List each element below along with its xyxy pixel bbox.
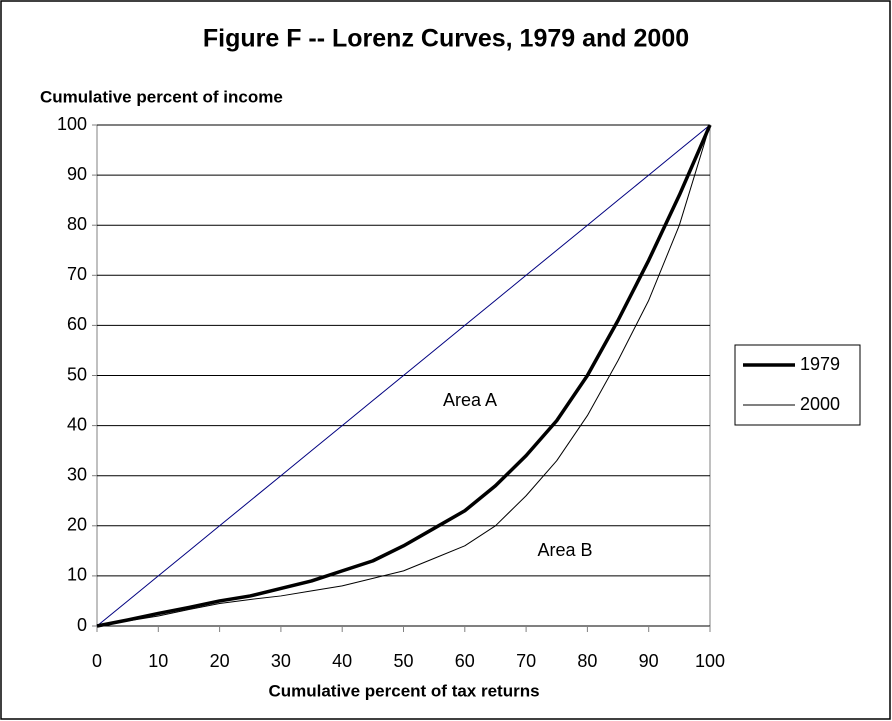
annotation: Area B [537, 540, 592, 560]
series-line [96, 124, 712, 628]
x-tick-label: 60 [455, 651, 475, 671]
series-line [96, 124, 711, 627]
x-tick-label: 20 [210, 651, 230, 671]
y-tick-label: 20 [67, 515, 87, 535]
y-axis-label: Cumulative percent of income [40, 87, 283, 106]
x-tick-label: 0 [92, 651, 102, 671]
series-line [96, 124, 711, 627]
y-tick-label: 0 [77, 615, 87, 635]
x-tick-label: 80 [577, 651, 597, 671]
chart-title: Figure F -- Lorenz Curves, 1979 and 2000 [203, 25, 689, 53]
legend [734, 344, 861, 426]
y-tick-label: 50 [67, 364, 87, 384]
x-tick-label: 90 [639, 651, 659, 671]
x-tick-label: 30 [271, 651, 291, 671]
y-tick-label: 70 [67, 264, 87, 284]
y-tick-label: 40 [67, 414, 87, 434]
x-tick-label: 100 [695, 651, 725, 671]
legend-label: 1979 [800, 354, 840, 374]
x-tick-label: 70 [516, 651, 536, 671]
annotation: Area A [443, 390, 497, 410]
x-tick-label: 50 [393, 651, 413, 671]
y-tick-label: 80 [67, 214, 87, 234]
x-tick-label: 40 [332, 651, 352, 671]
y-tick-label: 10 [67, 565, 87, 585]
x-axis-label: Cumulative percent of tax returns [268, 681, 539, 700]
y-tick-label: 30 [67, 464, 87, 484]
legend-label: 2000 [800, 394, 840, 414]
y-tick-label: 60 [67, 314, 87, 334]
y-tick-label: 100 [57, 114, 87, 134]
y-tick-label: 90 [67, 164, 87, 184]
x-tick-label: 10 [148, 651, 168, 671]
